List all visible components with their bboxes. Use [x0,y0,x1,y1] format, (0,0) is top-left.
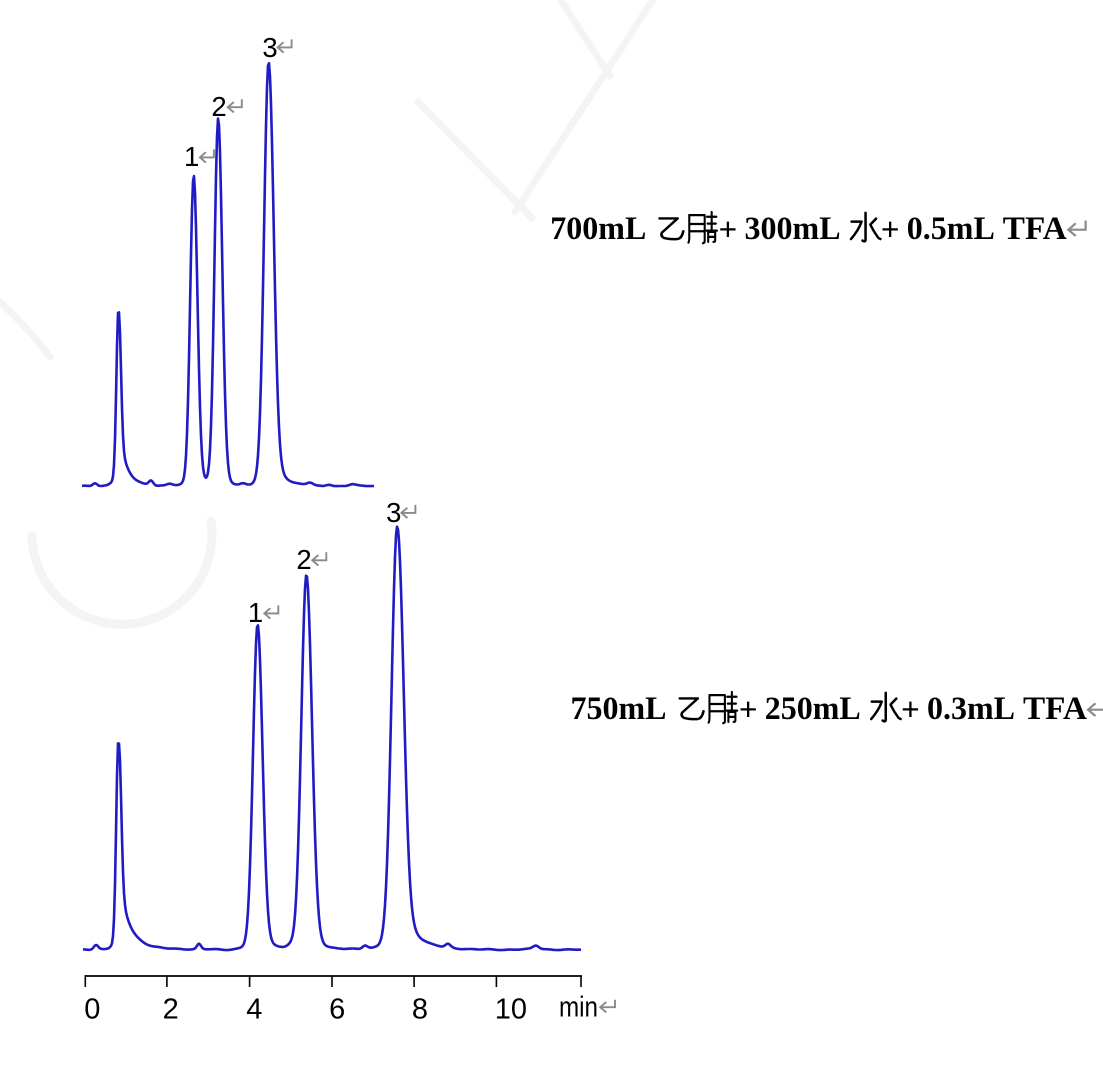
svg-text:3: 3 [262,32,277,63]
svg-text:0: 0 [84,994,100,1026]
svg-text:2: 2 [296,544,311,575]
svg-text:2: 2 [163,994,179,1026]
svg-text:0.5mL: 0.5mL [907,211,995,247]
svg-text:10: 10 [495,994,527,1026]
svg-text:6: 6 [329,994,345,1026]
svg-text:4: 4 [246,994,262,1026]
svg-text:3: 3 [386,497,401,528]
svg-text:TFA: TFA [1023,691,1087,727]
svg-text:250mL: 250mL [765,691,861,727]
svg-text:+: + [881,213,900,249]
svg-text:1: 1 [248,597,263,628]
svg-text:+: + [739,693,758,729]
svg-text:+: + [719,213,738,249]
svg-text:0.3mL: 0.3mL [927,691,1015,727]
svg-text:8: 8 [412,994,428,1026]
svg-text:1: 1 [184,141,199,172]
svg-text:300mL: 300mL [745,211,841,247]
svg-text:min: min [559,992,598,1024]
svg-text:TFA: TFA [1003,211,1067,247]
svg-text:+: + [901,693,920,729]
svg-text:750mL: 750mL [571,691,667,727]
svg-text:700mL: 700mL [550,211,646,247]
svg-text:2: 2 [211,91,226,122]
